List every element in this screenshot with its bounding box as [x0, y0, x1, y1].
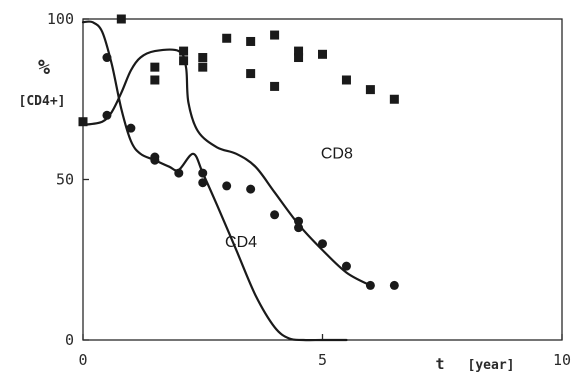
- cd4-data-point: [126, 123, 136, 133]
- curve-layer: [81, 20, 372, 342]
- x-tick-label: 0: [78, 351, 87, 369]
- cd4-data-point: [341, 261, 351, 271]
- y-tick-label: 0: [65, 331, 74, 349]
- cd4-curve: [81, 20, 348, 342]
- cd8-data-point: [198, 62, 208, 72]
- cd8-data-point: [116, 14, 126, 24]
- cd4-data-point: [150, 155, 160, 165]
- marker-layer: [78, 14, 399, 290]
- cd4-data-point: [222, 181, 232, 191]
- cd8-data-point: [341, 75, 351, 85]
- cd4-data-point: [174, 168, 184, 178]
- cd8-data-point: [198, 53, 208, 63]
- cd8-data-point: [150, 62, 160, 72]
- cd8-data-point: [365, 85, 375, 95]
- y-axis-label: [CD4+]: [19, 94, 66, 109]
- y-tick-label: 50: [56, 171, 74, 189]
- cd8-curve-label: CD8: [321, 146, 353, 163]
- cd8-data-point: [294, 53, 304, 63]
- cd4-data-point: [389, 280, 399, 290]
- cd4-data-point: [198, 178, 208, 188]
- y-axis-symbol: %: [38, 55, 50, 79]
- cd8-data-point: [270, 30, 280, 40]
- x-tick-label: 10: [553, 351, 571, 369]
- cd4-data-point: [365, 280, 375, 290]
- x-axis-variable: t: [435, 355, 444, 373]
- y-tick-label: 100: [47, 10, 74, 28]
- cd8-data-point: [246, 69, 256, 79]
- cd8-data-point: [270, 81, 280, 91]
- cd8-data-point: [389, 94, 399, 104]
- cd4-data-point: [294, 223, 304, 233]
- x-tick-label: 5: [318, 351, 327, 369]
- cd8-data-point: [78, 117, 88, 127]
- label-layer: CD8 CD4: [225, 146, 353, 251]
- cd4-data-point: [294, 216, 304, 226]
- cd8-data-point: [318, 49, 327, 59]
- cd4-data-point: [198, 168, 208, 178]
- cd4-curve-label: CD4: [225, 234, 257, 251]
- cd8-data-point: [222, 33, 232, 43]
- cd8-data-point: [179, 46, 189, 56]
- cd4-data-point: [246, 184, 256, 194]
- cd8-data-point: [150, 75, 160, 85]
- cd4-data-point: [318, 239, 327, 249]
- cd4-data-point: [102, 53, 112, 63]
- cd8-data-point: [294, 46, 304, 56]
- x-axis-unit: [year]: [468, 358, 515, 373]
- cd4-data-point: [102, 110, 112, 120]
- cd8-data-point: [179, 56, 189, 66]
- cd4-data-point: [270, 210, 280, 220]
- cd8-data-point: [246, 36, 256, 46]
